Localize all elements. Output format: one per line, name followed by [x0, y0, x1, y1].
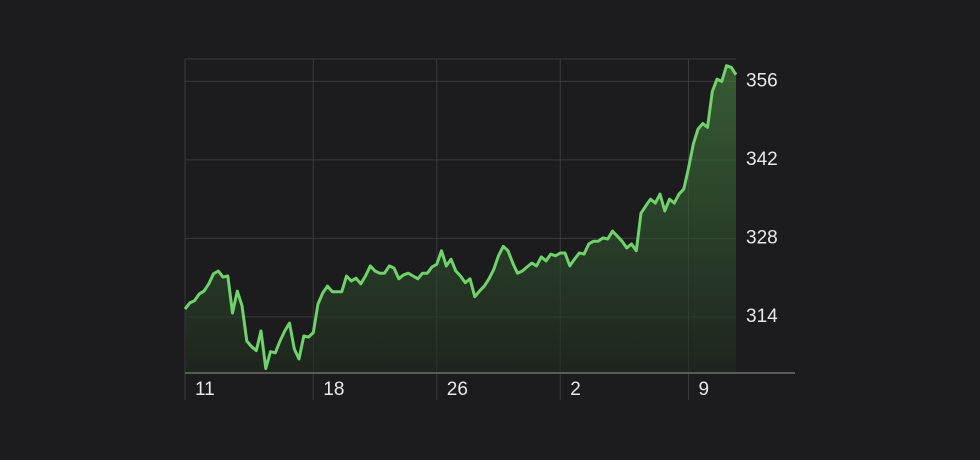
x-tick-label: 9 — [699, 379, 710, 400]
y-tick-label: 356 — [746, 70, 778, 91]
x-tick-label: 26 — [447, 379, 468, 400]
x-tick-label: 2 — [570, 379, 581, 400]
x-tick-label: 11 — [195, 379, 215, 400]
y-tick-label: 328 — [746, 227, 778, 248]
price-line — [183, 64, 738, 370]
x-tick-label: 18 — [323, 379, 344, 400]
y-tick-label: 314 — [746, 306, 778, 327]
y-tick-label: 342 — [746, 149, 778, 170]
